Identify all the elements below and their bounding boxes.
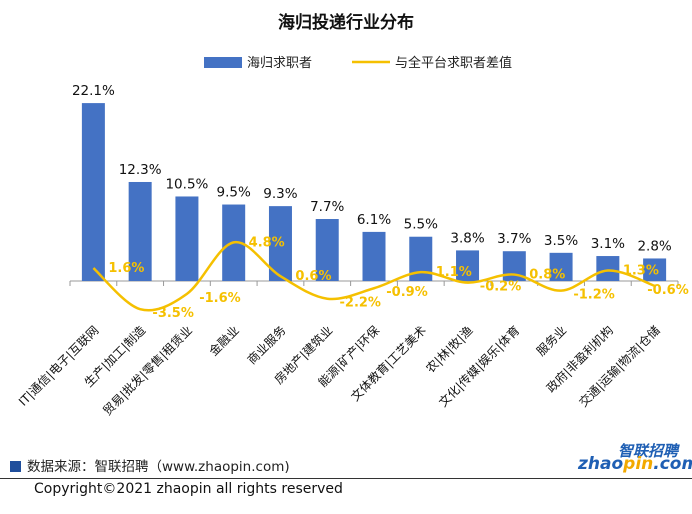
bar (456, 250, 480, 281)
chart: 海归投递行业分布 海归求职者 与全平台求职者差值 22.1% IT|通信|电子|互… (16, 12, 689, 418)
line-value-label: -1.2% (573, 288, 614, 303)
line-value-label: -0.9% (386, 285, 427, 300)
line-value-label: 1.6% (108, 261, 144, 276)
logo-cn: 智联招聘 (618, 442, 679, 460)
bar-value-label: 3.1% (591, 236, 625, 252)
line-value-label: 4.8% (249, 235, 285, 250)
bar (596, 256, 620, 281)
line-value-label: -2.2% (340, 296, 381, 311)
line-value-label: -0.2% (480, 280, 521, 295)
x-tick-label: IT|通信|电子|互联网 (16, 323, 102, 409)
bar-value-label: 3.7% (497, 231, 531, 247)
bar (643, 258, 667, 281)
bar (409, 236, 433, 281)
source-text: 数据来源：智联招聘（www.zhaopin.com) (27, 459, 290, 475)
data-source: 数据来源：智联招聘（www.zhaopin.com) (10, 455, 290, 475)
source-marker-icon (10, 461, 21, 472)
bar-value-label: 22.1% (72, 83, 115, 99)
line-value-label: 0.6% (295, 269, 331, 284)
legend-line-label: 与全平台求职者差值 (395, 55, 512, 71)
chart-title: 海归投递行业分布 (278, 12, 414, 33)
x-tick-label: 服务业 (533, 323, 569, 359)
bar-value-label: 5.5% (404, 217, 438, 233)
x-tick-label: 商业服务 (244, 323, 289, 368)
bar-value-label: 12.3% (119, 162, 162, 178)
bar-value-label: 7.7% (310, 199, 344, 215)
bar (549, 252, 573, 281)
line-value-label: -3.5% (152, 306, 193, 321)
line-value-label: 1.1% (436, 265, 472, 280)
bar (362, 231, 386, 281)
x-tick-label: 交通|运输|物流|仓储 (576, 323, 663, 410)
bar-value-label: 3.5% (544, 233, 578, 249)
legend-bar-label: 海归求职者 (247, 56, 312, 71)
line-value-label: -1.6% (199, 291, 240, 306)
bar (175, 196, 199, 281)
bar-value-label: 6.1% (357, 212, 391, 228)
legend: 海归求职者 与全平台求职者差值 (204, 55, 512, 71)
bar (315, 219, 339, 281)
logo-en: zhaopin.com (578, 454, 692, 474)
line-value-label: 1.3% (623, 264, 659, 279)
bar-value-label: 3.8% (450, 230, 484, 246)
x-tick-label: 文化|传媒|娱乐|体育 (435, 323, 522, 410)
line-value-label: 0.8% (529, 268, 565, 283)
bar-value-label: 9.5% (217, 185, 251, 201)
bar (128, 181, 152, 281)
legend-bar-swatch (204, 57, 242, 68)
bar (268, 206, 292, 281)
copyright: Copyright©2021 zhaopin all rights reserv… (0, 478, 692, 497)
x-tick-label: 贸易|批发|零售|租赁业 (99, 323, 195, 419)
bar-value-label: 10.5% (165, 176, 208, 192)
plot-area: 22.1%IT|通信|电子|互联网12.3%生产|加工|制造10.5%贸易|批发… (16, 83, 689, 418)
bar-value-label: 2.8% (637, 238, 671, 254)
bar (81, 103, 105, 281)
x-tick-label: 金融业 (206, 323, 242, 359)
diff-line (92, 241, 656, 312)
line-value-label: -0.6% (647, 283, 688, 298)
bar-value-label: 9.3% (263, 186, 297, 202)
